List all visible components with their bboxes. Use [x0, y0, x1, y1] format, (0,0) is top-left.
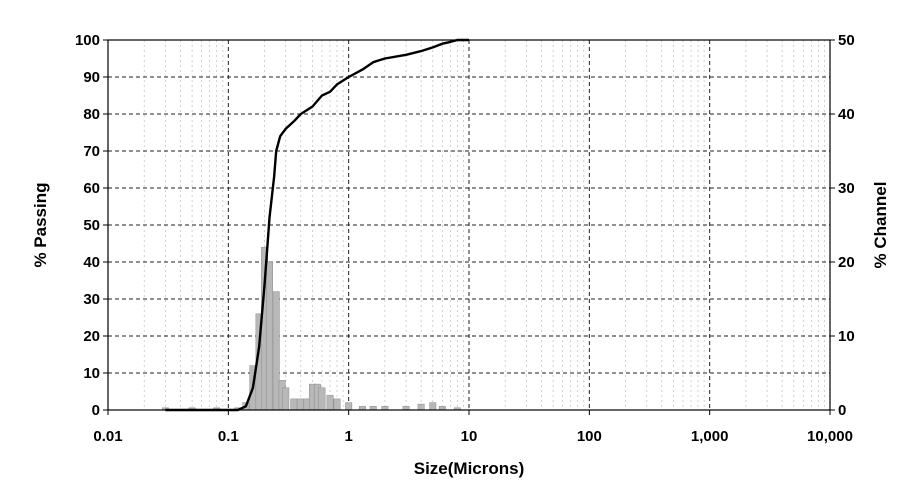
channel-bar [430, 403, 436, 410]
channel-bar [298, 399, 304, 410]
x-axis: 0.01 0.1 1 10 100 1,000 10,000 [93, 410, 853, 445]
channel-bar [334, 399, 340, 410]
y-right-tick-label: 50 [838, 32, 855, 49]
y-right-tick-label: 40 [838, 106, 855, 123]
y-axis-left: 0 10 20 30 40 50 60 70 80 90 100 [75, 32, 108, 419]
y-left-tick-label: 70 [83, 143, 100, 160]
x-tick-label: 0.01 [93, 428, 122, 445]
y-left-tick-label: 80 [83, 106, 100, 123]
x-tick-label: 100 [577, 428, 602, 445]
x-axis-title: Size(Microns) [414, 459, 525, 478]
x-tick-label: 1,000 [691, 428, 729, 445]
y-axis-left-title: % Passing [31, 182, 50, 267]
y-right-tick-label: 20 [838, 254, 855, 271]
y-right-tick-label: 30 [838, 180, 855, 197]
channel-bar [283, 388, 289, 410]
x-tick-label: 0.1 [218, 428, 239, 445]
y-left-tick-label: 30 [83, 291, 100, 308]
y-left-tick-label: 100 [75, 32, 100, 49]
y-left-tick-label: 20 [83, 328, 100, 345]
channel-bar [273, 292, 279, 410]
y-right-tick-label: 10 [838, 328, 855, 345]
y-axis-right-title: % Channel [871, 182, 890, 269]
channel-bar [291, 399, 297, 410]
channel-bar [345, 403, 351, 410]
y-axis-right: 0 10 20 30 40 50 [830, 32, 855, 419]
x-tick-label: 1 [344, 428, 352, 445]
channel-bar [266, 262, 272, 410]
x-tick-label: 10 [461, 428, 478, 445]
channel-bars [162, 247, 460, 410]
channel-bar [319, 388, 325, 410]
y-left-tick-label: 50 [83, 217, 100, 234]
channel-bar [327, 395, 333, 410]
channel-bar [418, 404, 424, 410]
y-left-tick-label: 10 [83, 365, 100, 382]
y-left-tick-label: 60 [83, 180, 100, 197]
y-left-tick-label: 40 [83, 254, 100, 271]
grid-lines [108, 40, 830, 410]
y-right-tick-label: 0 [838, 402, 846, 419]
y-left-tick-label: 90 [83, 69, 100, 86]
x-tick-label: 10,000 [807, 428, 853, 445]
y-left-tick-label: 0 [92, 402, 100, 419]
